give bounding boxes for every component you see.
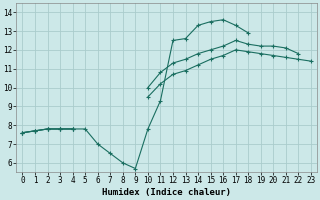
X-axis label: Humidex (Indice chaleur): Humidex (Indice chaleur) <box>102 188 231 197</box>
